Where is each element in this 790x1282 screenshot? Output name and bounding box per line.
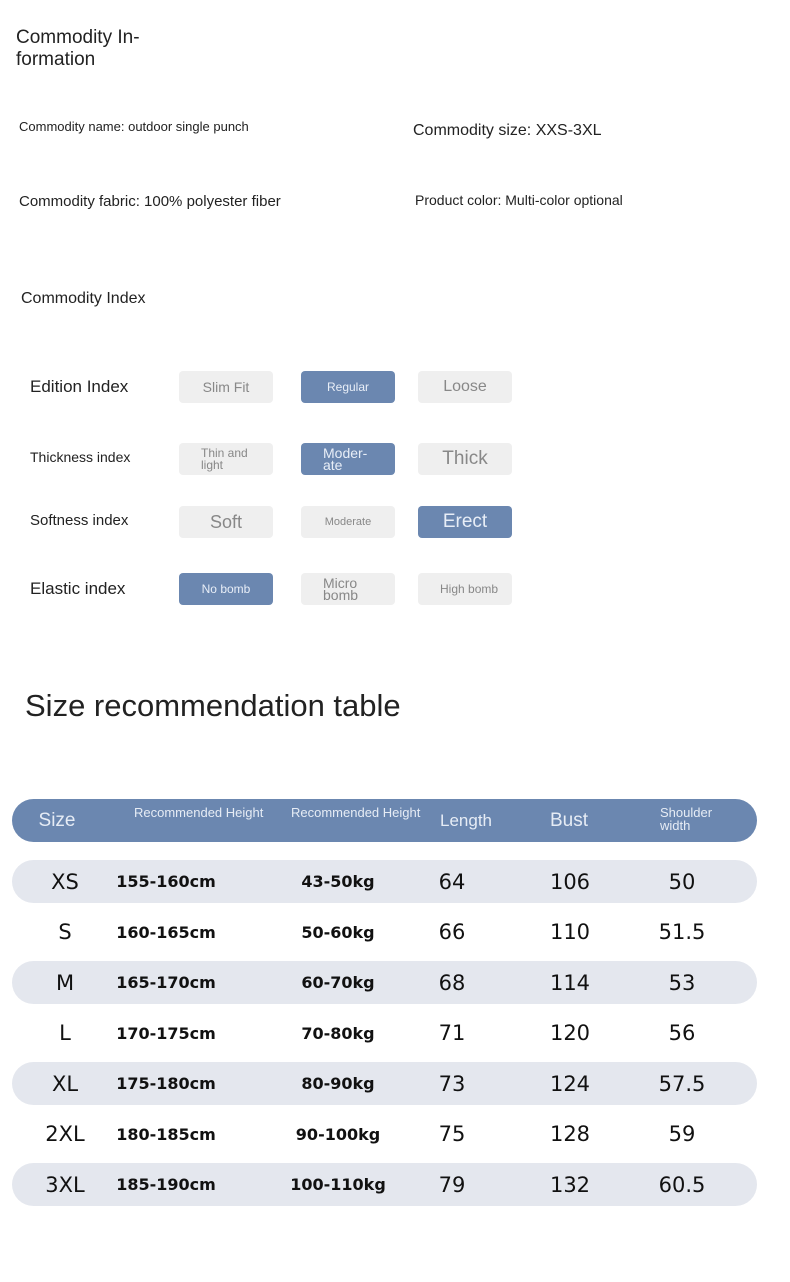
header-size: Size <box>38 809 76 831</box>
index-option: Erect <box>418 506 512 538</box>
commodity-size: Commodity size: XXS-3XL <box>413 122 602 139</box>
size-table-title: Size recommendation table <box>25 688 401 723</box>
table-cell: 110 <box>549 920 591 944</box>
product-color: Product color: Multi-color optional <box>415 192 623 208</box>
table-cell: 71 <box>438 1021 466 1045</box>
index-option: Soft <box>179 506 273 538</box>
commodity-name: Commodity name: outdoor single punch <box>19 119 249 134</box>
table-cell: 57.5 <box>658 1071 706 1096</box>
table-cell: 128 <box>549 1122 591 1146</box>
table-cell: XL <box>51 1071 79 1096</box>
index-label: Edition Index <box>30 377 129 396</box>
table-cell: 90-100kg <box>295 1124 381 1144</box>
table-cell: 160-165cm <box>116 922 216 942</box>
commodity-fabric: Commodity fabric: 100% polyester fiber <box>19 193 281 210</box>
index-label: Softness index <box>30 512 129 529</box>
table-cell: 80-90kg <box>301 1074 375 1093</box>
table-cell: 68 <box>438 970 466 995</box>
index-option: Loose <box>418 371 512 403</box>
header-bust: Bust <box>549 809 589 831</box>
header-shoulder: Shoulder width <box>660 805 713 833</box>
table-cell: 185-190cm <box>116 1175 216 1194</box>
table-cell: M <box>55 970 75 995</box>
table-cell: 60-70kg <box>301 973 375 992</box>
index-option: No bomb <box>179 573 273 605</box>
table-row: S 160-165cm 50-60kg 66 110 51.5 <box>12 911 757 954</box>
header-length: Length <box>440 810 492 830</box>
table-cell: 170-175cm <box>116 1023 216 1043</box>
table-row: XS 155-160cm 43-50kg 64 106 50 <box>12 860 757 903</box>
commodity-info-title: Commodity In- formation <box>16 27 140 70</box>
table-cell: 120 <box>549 1021 591 1045</box>
table-cell: 59 <box>668 1122 696 1146</box>
table-row: XL 175-180cm 80-90kg 73 124 57.5 <box>12 1062 757 1105</box>
table-cell: 75 <box>438 1122 466 1146</box>
table-cell: 50-60kg <box>301 922 375 942</box>
table-cell: 50 <box>668 869 696 894</box>
table-cell: 53 <box>668 970 696 995</box>
table-cell: S <box>58 920 72 944</box>
index-option: High bomb <box>418 573 512 605</box>
header-weight: Recommended Height <box>291 805 421 820</box>
index-option: Regular <box>301 371 395 403</box>
index-option: Micro bomb <box>301 573 395 605</box>
table-cell: 100-110kg <box>290 1175 386 1194</box>
table-cell: 56 <box>668 1021 696 1045</box>
table-cell: 106 <box>549 869 591 894</box>
table-cell: 73 <box>438 1071 466 1096</box>
table-row: M 165-170cm 60-70kg 68 114 53 <box>12 961 757 1004</box>
commodity-index-title: Commodity Index <box>21 290 146 307</box>
table-cell: 114 <box>549 970 591 995</box>
table-cell: 43-50kg <box>301 872 375 891</box>
index-option: Moderate <box>301 506 395 538</box>
table-cell: 70-80kg <box>301 1023 375 1043</box>
index-option: Thin and light <box>179 443 273 475</box>
table-cell: 3XL <box>45 1172 85 1197</box>
table-row: 3XL 185-190cm 100-110kg 79 132 60.5 <box>12 1163 757 1206</box>
index-option: Moder- ate <box>301 443 395 475</box>
table-cell: 2XL <box>45 1122 85 1146</box>
table-cell: 51.5 <box>658 920 706 944</box>
index-option: Slim Fit <box>179 371 273 403</box>
table-cell: 155-160cm <box>116 872 216 891</box>
table-row: 2XL 180-185cm 90-100kg 75 128 59 <box>12 1113 757 1156</box>
table-cell: 60.5 <box>658 1172 706 1197</box>
table-cell: 180-185cm <box>116 1124 216 1144</box>
table-cell: 64 <box>438 869 466 894</box>
table-cell: L <box>59 1021 71 1045</box>
table-cell: 79 <box>438 1172 466 1197</box>
table-row: L 170-175cm 70-80kg 71 120 56 <box>12 1012 757 1055</box>
index-label: Thickness index <box>30 449 131 465</box>
header-height: Recommended Height <box>134 805 264 820</box>
index-label: Elastic index <box>30 579 126 598</box>
table-cell: 124 <box>549 1071 591 1096</box>
table-cell: 165-170cm <box>116 973 216 992</box>
index-option: Thick <box>418 443 512 475</box>
size-table-header: Size Recommended Height Recommended Heig… <box>12 799 757 842</box>
table-cell: 175-180cm <box>116 1074 216 1093</box>
table-cell: 132 <box>549 1172 591 1197</box>
table-cell: XS <box>51 869 79 894</box>
table-cell: 66 <box>438 920 466 944</box>
